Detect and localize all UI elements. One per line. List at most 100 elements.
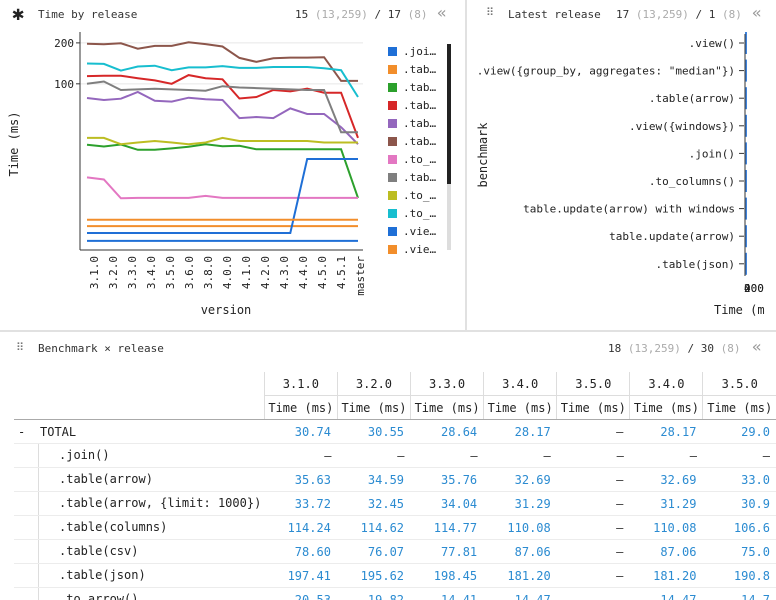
legend-label[interactable]: .vie… <box>403 243 436 256</box>
column-header-version[interactable]: 3.2.0 <box>336 372 411 396</box>
legend-swatch[interactable] <box>388 191 397 200</box>
table-cell[interactable]: 114.77 <box>410 515 484 540</box>
column-header-version[interactable]: 3.4.0 <box>629 372 703 396</box>
table-cell[interactable]: – <box>556 467 630 492</box>
series-line[interactable] <box>86 41 358 82</box>
table-cell[interactable]: 181.20 <box>629 563 703 588</box>
legend-label[interactable]: .tab… <box>403 99 436 112</box>
legend-swatch[interactable] <box>388 137 397 146</box>
table-cell[interactable]: 33.0 <box>702 467 776 492</box>
column-header-version[interactable]: 3.5.0 <box>556 372 630 396</box>
bar[interactable] <box>745 32 747 54</box>
bar[interactable] <box>745 225 747 248</box>
table-cell[interactable]: 198.45 <box>410 563 484 588</box>
legend-label[interactable]: .tab… <box>403 81 436 94</box>
table-cell[interactable]: 197.41 <box>263 563 338 588</box>
row-header[interactable]: .table(json) <box>14 563 265 588</box>
legend-label[interactable]: .tab… <box>403 135 436 148</box>
column-header-version[interactable]: 3.4.0 <box>483 372 557 396</box>
table-cell[interactable]: 31.29 <box>483 491 557 516</box>
collapse-chevron-icon[interactable]: « <box>752 3 762 22</box>
table-cell[interactable]: – <box>337 443 411 468</box>
legend-swatch[interactable] <box>388 119 397 128</box>
column-header-metric[interactable]: Time (ms) <box>410 395 484 420</box>
table-cell[interactable]: – <box>702 443 776 468</box>
legend-label[interactable]: .tab… <box>403 63 436 76</box>
collapse-toggle-icon[interactable]: - <box>18 424 26 439</box>
column-header-version[interactable]: 3.5.0 <box>702 372 776 396</box>
bar[interactable] <box>745 170 747 192</box>
legend-swatch[interactable] <box>388 173 397 182</box>
table-cell[interactable]: 78.60 <box>263 539 338 564</box>
table-cell[interactable]: 28.17 <box>483 419 557 444</box>
table-cell[interactable]: 32.45 <box>336 491 411 516</box>
column-header-metric[interactable]: Time (ms) <box>483 395 557 420</box>
column-header-metric[interactable]: Time (ms) <box>336 395 411 420</box>
legend-swatch[interactable] <box>388 65 397 74</box>
table-row[interactable]: .table(csv) 78.60 76.07 77.81 87.06–87.06 75.… <box>14 539 776 564</box>
table-cell[interactable]: 34.04 <box>410 491 484 516</box>
table-cell[interactable]: – <box>410 443 484 468</box>
table-cell[interactable]: 31.29 <box>629 491 703 516</box>
table-cell[interactable]: 30.9 <box>702 491 776 516</box>
column-header-metric[interactable]: Time (ms) <box>263 395 338 420</box>
table-row[interactable]: .table(arrow, {limit: 1000}) 33.72 32.45 34… <box>14 491 776 516</box>
legend-label[interactable]: .tab… <box>403 117 436 130</box>
table-cell[interactable]: 106.6 <box>702 515 776 540</box>
bar[interactable] <box>745 59 747 82</box>
table-row[interactable]: .table(columns) 114.24 114.62 114.77 110.08–… <box>14 515 776 540</box>
table-row[interactable]: .table(arrow) 35.63 34.59 35.76 32.69–32.69 3… <box>14 467 776 492</box>
series-line[interactable] <box>86 90 359 145</box>
row-header[interactable]: .table(arrow, {limit: 1000}) <box>14 491 265 516</box>
table-row[interactable]: .join() – – – – – – – <box>14 443 776 468</box>
table-cell[interactable]: 75.0 <box>702 539 776 564</box>
row-header[interactable]: - TOTAL <box>14 419 265 444</box>
legend-swatch[interactable] <box>388 227 397 236</box>
column-header-metric[interactable]: Time (ms) <box>702 395 776 420</box>
column-header-metric[interactable]: Time (ms) <box>629 395 703 420</box>
legend-label[interactable]: .joi… <box>403 45 436 58</box>
column-header-version[interactable]: 3.1.0 <box>263 372 338 396</box>
table-cell[interactable]: – <box>556 443 630 468</box>
table-cell[interactable]: – <box>556 587 630 600</box>
row-header[interactable]: .table(csv) <box>14 539 265 564</box>
series-line[interactable] <box>86 143 359 199</box>
table-cell[interactable]: 14.41 <box>410 587 484 600</box>
bar[interactable] <box>745 114 747 137</box>
series-line[interactable] <box>86 176 358 200</box>
table-cell[interactable]: 14.7 <box>702 587 776 600</box>
table-cell[interactable]: – <box>556 539 630 564</box>
legend-scrollbar-track[interactable] <box>447 184 451 250</box>
table-row[interactable]: .to_arrow() 20.53 19.82 14.41 14.47–14.47 14.… <box>14 587 776 600</box>
table-cell[interactable]: 195.62 <box>336 563 411 588</box>
legend-swatch[interactable] <box>388 101 397 110</box>
table-row[interactable]: .table(json) 197.41 195.62 198.45 181.20–181… <box>14 563 776 588</box>
table-cell[interactable]: 190.8 <box>702 563 776 588</box>
legend-label[interactable]: .to_… <box>403 189 436 202</box>
legend-label[interactable]: .to_… <box>403 207 436 220</box>
table-cell[interactable]: – <box>556 515 630 540</box>
table-cell[interactable]: 19.82 <box>336 587 411 600</box>
table-cell[interactable]: 30.74 <box>263 419 338 444</box>
table-cell[interactable]: 14.47 <box>629 587 703 600</box>
table-cell[interactable]: 28.64 <box>410 419 484 444</box>
chart-legend[interactable]: .joi… .tab… .tab… .tab… .tab… .tab… .to_… .tab…… <box>388 45 436 256</box>
grip-icon[interactable]: ⠿ <box>16 341 25 354</box>
panel-divider-vertical[interactable] <box>465 0 467 330</box>
column-header-metric[interactable]: Time (ms) <box>556 395 630 420</box>
table-cell[interactable]: – <box>556 419 630 444</box>
table-cell[interactable]: 35.63 <box>263 467 338 492</box>
series-line[interactable] <box>86 62 359 98</box>
series-line[interactable] <box>86 74 359 139</box>
table-cell[interactable]: 110.08 <box>629 515 703 540</box>
table-cell[interactable]: 76.07 <box>336 539 411 564</box>
row-header[interactable]: .table(arrow) <box>14 467 265 492</box>
table-cell[interactable]: 28.17 <box>629 419 703 444</box>
bar[interactable] <box>745 197 747 220</box>
column-header-version[interactable]: 3.3.0 <box>410 372 484 396</box>
collapse-chevron-icon[interactable]: « <box>437 3 447 22</box>
table-cell[interactable]: 34.59 <box>336 467 411 492</box>
bar[interactable] <box>745 142 747 165</box>
table-cell[interactable]: – <box>556 491 630 516</box>
table-cell[interactable]: 29.0 <box>702 419 776 444</box>
